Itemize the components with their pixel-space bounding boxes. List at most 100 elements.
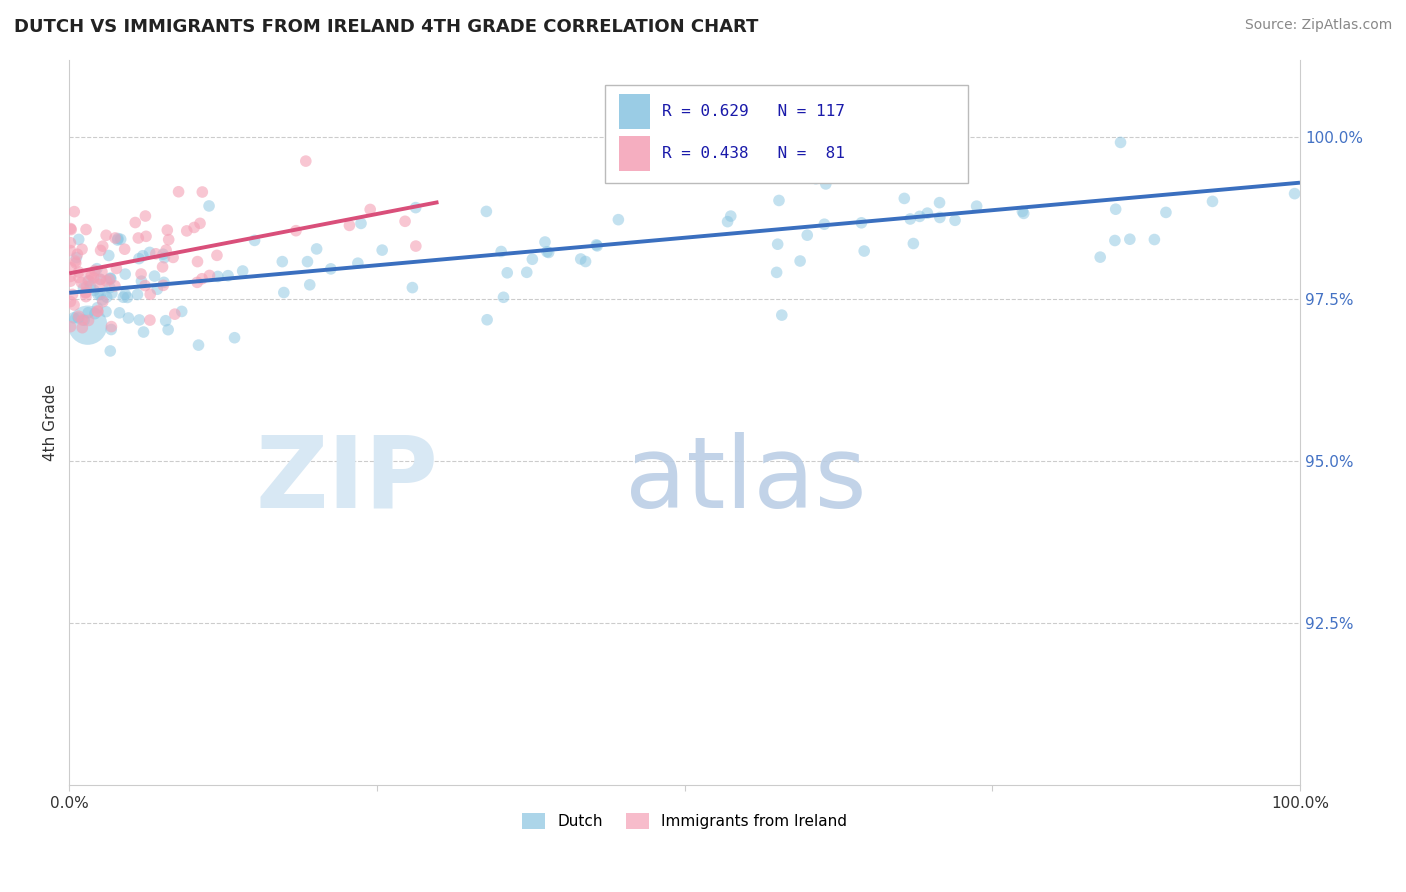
Point [84,307,107,321]
Point [1012,206,1035,220]
Point [401,280,423,294]
Point [157,323,180,337]
Point [132,249,155,263]
Point [67,265,90,279]
Point [139,313,162,327]
Point [59,294,82,309]
Point [371,243,394,257]
Text: R = 0.438   N =  81: R = 0.438 N = 81 [662,145,845,161]
Point [298,277,321,292]
Point [96,290,118,304]
Point [83,263,105,277]
Point [91,239,114,253]
Point [63,204,86,219]
Point [124,215,146,229]
Point [347,256,370,270]
Point [770,308,793,322]
Point [59,269,82,284]
Point [101,286,124,301]
Point [65,251,87,265]
Point [1011,204,1033,219]
Point [67,310,90,325]
Point [59,260,82,275]
Point [295,154,318,169]
Point [932,163,955,178]
Text: R = 0.629   N = 117: R = 0.629 N = 117 [662,103,845,119]
Point [475,204,498,219]
Point [117,310,139,325]
Point [86,304,108,318]
Point [77,274,100,288]
Point [405,239,427,253]
Point [319,261,342,276]
Point [305,242,328,256]
Point [86,301,108,315]
Point [94,304,117,318]
Point [98,343,121,358]
Point [394,214,416,228]
Point [77,313,100,327]
Point [1201,194,1223,209]
Point [128,252,150,266]
Point [139,287,162,301]
Point [198,268,221,283]
Point [716,214,738,228]
Point [79,267,101,281]
Point [89,277,111,292]
Point [86,261,108,276]
Point [489,244,512,259]
Text: ZIP: ZIP [256,432,439,529]
Point [75,222,97,236]
Point [90,265,112,279]
Point [188,216,211,230]
Point [94,228,117,243]
Point [359,202,381,217]
Point [77,306,100,320]
Point [405,201,427,215]
Point [134,278,156,293]
Point [765,265,787,279]
Point [1119,232,1142,246]
Point [243,234,266,248]
Point [72,281,94,295]
Point [157,233,180,247]
Point [112,290,135,304]
Point [205,248,228,262]
Point [1284,186,1306,201]
Point [59,221,82,235]
Point [90,244,112,258]
Point [585,238,607,252]
Point [59,319,82,334]
Point [91,294,114,309]
Point [107,233,129,247]
Bar [620,94,650,128]
Point [167,185,190,199]
Point [297,254,319,268]
Point [67,310,90,324]
Point [59,244,82,258]
Point [574,254,596,268]
Point [80,268,103,283]
Point [76,318,98,333]
Point [152,247,174,261]
Point [75,279,97,293]
Point [62,287,84,301]
Point [1154,205,1177,219]
Point [83,284,105,298]
Point [285,224,308,238]
Point [70,242,93,256]
Point [63,298,86,312]
Point [217,268,239,283]
Point [129,267,152,281]
Point [186,276,208,290]
Point [163,307,186,321]
Point [72,313,94,327]
Point [898,212,921,227]
Point [928,195,950,210]
Point [146,282,169,296]
Point [110,232,132,246]
Y-axis label: 4th Grade: 4th Grade [44,384,58,461]
Point [134,209,156,223]
Point [537,245,560,260]
Point [153,276,176,290]
